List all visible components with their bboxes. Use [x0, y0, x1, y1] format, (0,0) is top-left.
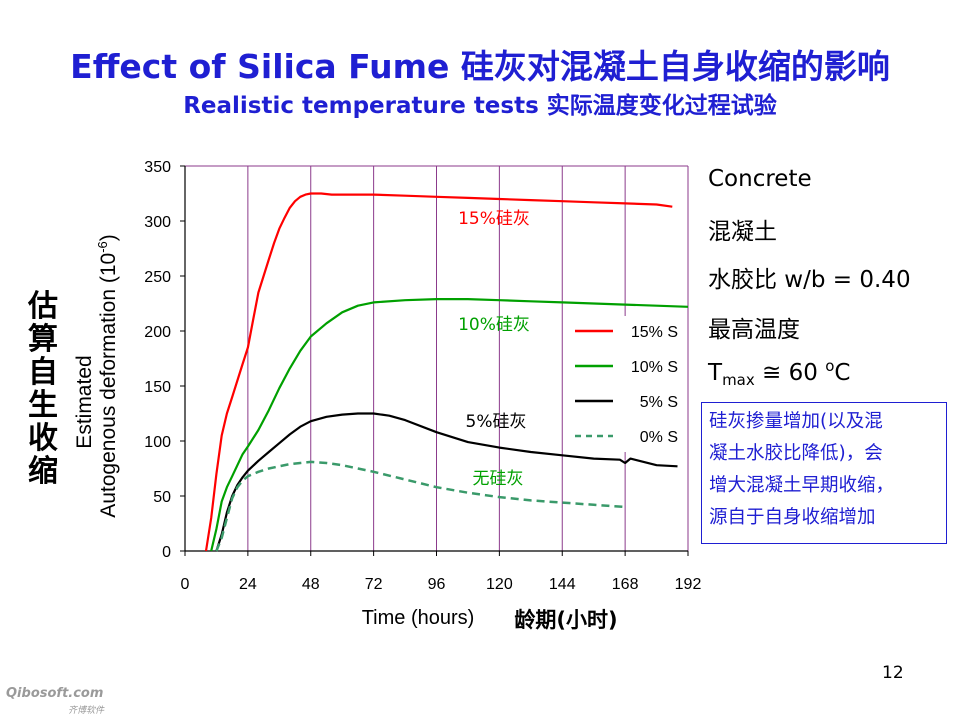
x-tick-label: 168 [612, 576, 639, 593]
series-line-10s [210, 298, 689, 552]
y-tick-label: 300 [144, 214, 171, 231]
side-char: 生 [28, 388, 58, 423]
brand-logo: Qibosoft.com [6, 686, 104, 701]
y-axis-label-sup: -6 [95, 241, 110, 253]
info-concrete-cn: 混凝土 [708, 219, 777, 245]
legend-label: 15% S [631, 324, 678, 341]
series-label: 10%硅灰 [458, 315, 530, 335]
x-tick-label: 48 [302, 576, 320, 593]
x-tick-label: 72 [365, 576, 383, 593]
x-tick-label: 144 [549, 576, 576, 593]
note-line: 凝土水胶比降低)，会 [709, 443, 883, 464]
x-tick-label: 96 [428, 576, 446, 593]
tmax-degree: o [825, 357, 835, 375]
side-char: 缩 [28, 454, 58, 489]
tmax-value: ≅ 60 [754, 360, 826, 386]
y-tick-label: 350 [144, 159, 171, 176]
brand-logo-sub: 齐博软件 [68, 706, 105, 716]
y-axis-label-line1: Estimated [73, 355, 96, 448]
side-char: 自 [28, 355, 58, 390]
series-line-5s [215, 412, 678, 552]
side-char: 估 [28, 289, 58, 324]
x-tick-label: 192 [675, 576, 702, 593]
svg-text:Estimated: Estimated [73, 355, 96, 448]
y-axis-label-end: ) [97, 234, 120, 241]
x-tick-label: 24 [239, 576, 257, 593]
x-tick-label: 120 [486, 576, 513, 593]
x-axis-label: Time (hours) [362, 607, 475, 629]
x-tick-label: 0 [181, 576, 190, 593]
chart-series [204, 192, 689, 552]
note-line: 源自于自身收缩增加 [709, 507, 876, 528]
note-line: 增大混凝土早期收缩， [709, 475, 895, 496]
chart-legend: 15% S 10% S 5% S 0% S [568, 316, 686, 452]
tmax-t: T [708, 360, 723, 386]
legend-label: 10% S [631, 359, 678, 376]
info-tmax: Tmax ≅ 60 oC [708, 357, 850, 389]
chart-axes [180, 165, 689, 556]
info-max-temp: 最高温度 [708, 317, 800, 343]
y-tick-label: 150 [144, 379, 171, 396]
slide-subtitle: Realistic temperature tests 实际温度变化过程试验 [183, 93, 777, 119]
side-label-cn: 估 算 自 生 收 缩 [26, 290, 60, 488]
y-tick-label: 0 [162, 544, 171, 561]
y-tick-label: 250 [144, 269, 171, 286]
info-wb-ratio: 水胶比 w/b = 0.40 [708, 267, 911, 293]
series-label: 无硅灰 [473, 469, 524, 489]
svg-text:Autogenous deformation (10-6): Autogenous deformation (10-6) [95, 234, 120, 518]
legend-label: 0% S [640, 429, 678, 446]
y-tick-label: 50 [153, 489, 171, 506]
side-char: 算 [28, 322, 58, 357]
legend-box [568, 316, 686, 452]
note-line: 硅灰掺量增加(以及混 [709, 411, 883, 432]
y-axis-label-main: Autogenous deformation (10 [97, 253, 120, 518]
legend-label: 5% S [640, 394, 678, 411]
conclusion-box: 硅灰掺量增加(以及混 凝土水胶比降低)，会 增大混凝土早期收缩， 源自于自身收缩… [701, 402, 947, 544]
y-tick-label: 200 [144, 324, 171, 341]
info-concrete: Concrete [708, 166, 812, 192]
y-axis-label-line2: Autogenous deformation (10-6) [95, 234, 120, 518]
tmax-unit: C [834, 360, 851, 386]
series-label: 5%硅灰 [466, 412, 527, 432]
slide-title: Effect of Silica Fume 硅灰对混凝土自身收缩的影响 [70, 47, 890, 86]
series-label: 15%硅灰 [458, 209, 530, 229]
tmax-sub: max [722, 371, 755, 389]
x-axis-label-cn: 龄期(小时) [514, 608, 617, 632]
series-line-15s [204, 192, 673, 552]
chart-tick-labels: 0 50 100 150 200 250 300 350 0 24 48 72 96 120 144 168 1… [144, 159, 701, 593]
page-number: 12 [882, 663, 904, 683]
series-line-0s [215, 460, 626, 552]
side-char: 收 [28, 421, 58, 456]
y-tick-label: 100 [144, 434, 171, 451]
